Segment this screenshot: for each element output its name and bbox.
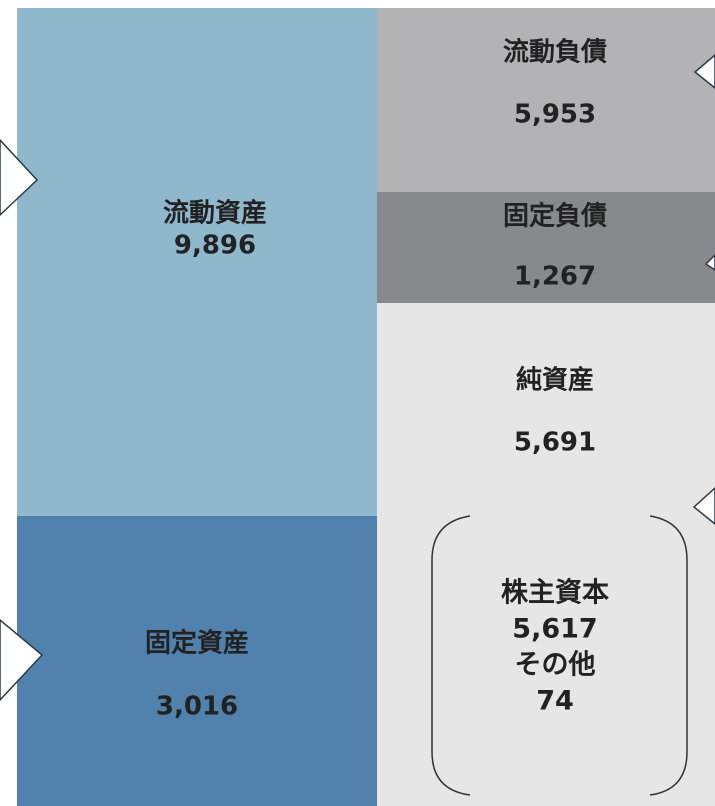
equity-value: 5,617 [512, 614, 597, 645]
block-label: 固定負債 [503, 201, 607, 232]
callout-pointer [0, 619, 44, 702]
current-liabilities-block [377, 8, 715, 192]
bracket-right [649, 515, 688, 796]
fixed-liabilities-block [377, 192, 715, 303]
block-label: 固定資産 [145, 628, 249, 659]
equity-label: その他 [515, 650, 596, 681]
current-assets-block [17, 8, 377, 516]
callout-pointer [693, 54, 715, 89]
callout-pointer [0, 138, 39, 217]
bracket-left [431, 515, 471, 796]
block-value: 5,953 [514, 100, 596, 130]
block-value: 5,691 [514, 428, 596, 458]
block-label: 流動資産 [163, 198, 267, 229]
block-label: 流動負債 [503, 38, 607, 68]
equity-label: 株主資本 [501, 578, 609, 609]
fixed-assets-block [17, 516, 377, 806]
callout-pointer [704, 253, 715, 271]
block-value: 9,896 [174, 231, 256, 261]
callout-pointer [692, 486, 715, 525]
block-value: 3,016 [156, 692, 238, 722]
block-label: 純資産 [516, 365, 594, 396]
net-assets-block [377, 303, 715, 806]
equity-value: 74 [536, 686, 574, 717]
block-value: 1,267 [514, 262, 596, 292]
